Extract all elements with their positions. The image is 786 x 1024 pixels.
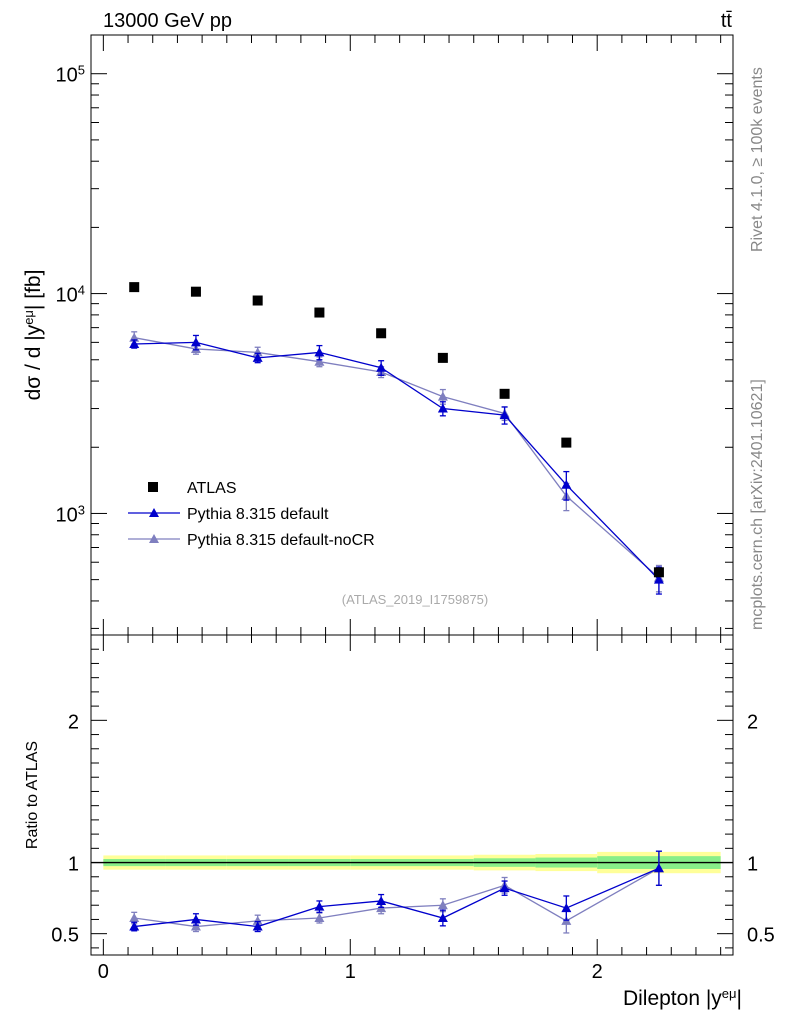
y-label-suffix: | [fb] — [22, 270, 45, 310]
y-tick-label-base: 10 — [56, 504, 78, 526]
data-point-triangle — [314, 356, 325, 366]
y-tick-label-base: 10 — [56, 65, 78, 87]
source-label: mcplots.cern.ch [arXiv:2401.10621] — [749, 379, 766, 630]
data-point-triangle — [129, 338, 140, 348]
ratio-y-tick-label-right: 2 — [747, 711, 758, 733]
main-y-axis-label: dσ / d |yeμ| [fb] — [21, 270, 46, 401]
x-tick-label: 2 — [592, 961, 603, 983]
x-tick-label: 1 — [345, 961, 356, 983]
data-point-square — [252, 295, 263, 306]
ratio-point-triangle — [314, 901, 325, 911]
ratio-point-triangle — [314, 913, 325, 923]
ratio-y-tick-label: 0.5 — [51, 925, 79, 947]
y-tick-label-exponent: 4 — [78, 282, 85, 297]
data-point-triangle — [499, 410, 510, 420]
ratio-point-triangle — [499, 883, 510, 893]
rivet-version-label: Rivet 4.1.0, ≥ 100k events — [749, 67, 766, 252]
ratio-plot-panel: 0.5 0.5 1 1 2 2 0 1 2 Ratio to ATLAS Dilepton |y… — [24, 634, 775, 1011]
data-point-square — [314, 307, 325, 318]
ratio-plot-frame — [90, 634, 734, 956]
data-point-triangle — [252, 347, 263, 357]
ratio-series-line — [134, 867, 660, 928]
y-tick-label-exponent: 3 — [78, 502, 85, 517]
y-tick-label: 105 — [56, 62, 85, 87]
ratio-y-tick-label-right: 1 — [747, 854, 758, 876]
data-point-square — [190, 286, 201, 297]
data-point-triangle — [252, 352, 263, 362]
ratio-point-triangle — [129, 921, 140, 931]
x-axis-label: Dilepton |yeμ| — [623, 986, 742, 1011]
y-label-superscript: eμ — [21, 310, 36, 325]
data-point-square — [499, 388, 510, 399]
ratio-point-triangle — [437, 913, 448, 923]
legend-label: Pythia 8.315 default-noCR — [187, 532, 375, 549]
ratio-point-triangle — [437, 900, 448, 910]
x-label-superscript: eμ — [722, 986, 737, 1001]
ratio-point-triangle — [190, 914, 201, 924]
ratio-point-triangle — [653, 863, 664, 873]
data-point-square — [653, 567, 664, 578]
ratio-point-triangle — [252, 915, 263, 925]
y-label-prefix: dσ / d |y — [22, 324, 45, 400]
ratio-y-tick-label-right: 0.5 — [747, 925, 775, 947]
data-point-triangle — [376, 362, 387, 372]
legend-label: Pythia 8.315 default — [187, 506, 329, 523]
ratio-point-triangle — [252, 921, 263, 931]
y-tick-label: 103 — [56, 502, 85, 527]
legend-marker-square — [148, 482, 158, 492]
ratio-y-tick-label: 1 — [68, 854, 79, 876]
ratio-point-triangle — [561, 903, 572, 913]
x-label-suffix: | — [737, 987, 742, 1010]
legend: ATLAS Pythia 8.315 default Pythia 8.315 de… — [128, 480, 375, 549]
ratio-y-axis-label: Ratio to ATLAS — [24, 741, 41, 849]
y-tick-label-exponent: 5 — [78, 62, 85, 77]
process-label: tt̄ — [721, 10, 733, 32]
y-tick-label: 104 — [56, 282, 85, 307]
data-point-square — [376, 328, 387, 339]
data-point-square — [129, 282, 140, 293]
legend-marker-triangle — [149, 508, 159, 517]
ratio-series-line — [134, 867, 660, 928]
data-point-triangle — [437, 391, 448, 401]
data-point-triangle — [190, 337, 201, 347]
legend-marker-triangle — [149, 534, 159, 543]
data-point-triangle — [561, 479, 572, 489]
data-point-triangle — [653, 574, 664, 584]
y-tick-label-base: 10 — [56, 285, 78, 307]
ratio-point-triangle — [129, 913, 140, 923]
analysis-label: (ATLAS_2019_I1759875) — [342, 592, 488, 607]
ratio-point-triangle — [376, 895, 387, 905]
data-point-square — [437, 352, 448, 363]
data-point-triangle — [314, 347, 325, 357]
data-point-triangle — [437, 403, 448, 413]
ratio-point-triangle — [190, 921, 201, 931]
data-point-square — [561, 437, 572, 448]
x-label-prefix: Dilepton |y — [623, 987, 722, 1010]
ratio-y-tick-label: 2 — [68, 711, 79, 733]
legend-label: ATLAS — [187, 480, 237, 497]
energy-label: 13000 GeV pp — [103, 10, 232, 32]
x-tick-label: 0 — [98, 961, 109, 983]
